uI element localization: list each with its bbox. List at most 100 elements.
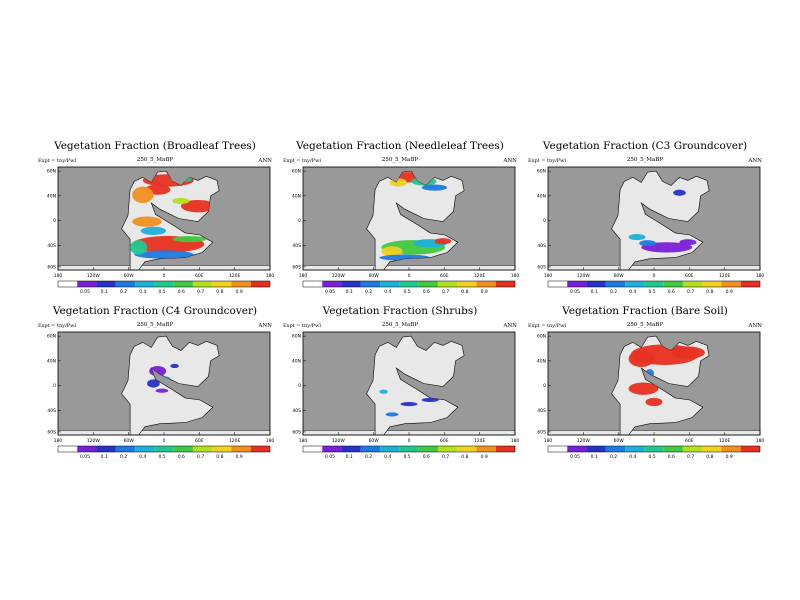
chart-subtitle: 250_5_MaBP bbox=[381, 156, 419, 163]
colorbar-label: 0.6 bbox=[668, 454, 675, 460]
colorbar-label: 0.05 bbox=[80, 454, 90, 460]
colorbar-swatch bbox=[625, 446, 645, 452]
colorbar-swatch bbox=[586, 446, 606, 452]
colorbar-swatch bbox=[231, 446, 251, 452]
colorbar-swatch bbox=[173, 446, 193, 452]
colorbar-swatch bbox=[58, 446, 78, 452]
colorbar-swatch bbox=[212, 446, 232, 452]
colorbar-label: 0.1 bbox=[346, 454, 353, 460]
data-patch bbox=[645, 397, 663, 407]
lat-tick-label: 40S bbox=[537, 408, 546, 414]
colorbar-swatch bbox=[567, 446, 587, 452]
colorbar-label: 0.9 bbox=[236, 289, 243, 295]
data-patch bbox=[673, 189, 686, 196]
lon-tick-label: 60E bbox=[195, 438, 204, 444]
colorbar-label: 0.5 bbox=[648, 454, 655, 460]
lon-tick-label: 60E bbox=[195, 273, 204, 279]
colorbar-label: 0.5 bbox=[403, 289, 410, 295]
chart-title: Vegetation Fraction (Broadleaf Trees) bbox=[54, 140, 256, 152]
colorbar-swatch bbox=[399, 281, 419, 287]
experiment-label: Expt = tny/Pwl bbox=[283, 323, 322, 329]
colorbar-swatch bbox=[192, 446, 213, 452]
colorbar-label: 0.5 bbox=[158, 454, 165, 460]
colorbar-label: 0.6 bbox=[423, 454, 430, 460]
colorbar-swatch bbox=[644, 281, 664, 287]
data-patch bbox=[628, 382, 659, 395]
lon-tick-label: 60W bbox=[124, 273, 135, 279]
lat-tick-label: 60N bbox=[47, 334, 56, 340]
lat-tick-label: 60N bbox=[537, 334, 546, 340]
colorbar-label: 0.9 bbox=[481, 289, 488, 295]
colorbar-label: 0.8 bbox=[706, 289, 713, 295]
data-patch bbox=[670, 346, 705, 359]
lat-tick-label: 40N bbox=[47, 193, 56, 199]
colorbar-label: 0.1 bbox=[346, 289, 353, 295]
colorbar-swatch bbox=[154, 281, 174, 287]
data-patch bbox=[149, 365, 167, 377]
data-field bbox=[628, 344, 705, 407]
lon-tick-label: 60W bbox=[124, 438, 135, 444]
colorbar-label: 0.2 bbox=[365, 289, 372, 295]
lat-tick-label: 40S bbox=[47, 408, 56, 414]
colorbar-label: 0.2 bbox=[365, 454, 372, 460]
lon-tick-label: 180 bbox=[266, 438, 275, 444]
colorbar-label: 0.2 bbox=[120, 454, 127, 460]
colorbar-swatch bbox=[495, 281, 515, 287]
colorbar-swatch bbox=[360, 281, 381, 287]
lon-tick-label: 120E bbox=[229, 273, 241, 279]
lon-tick-label: 0 bbox=[653, 273, 656, 279]
colorbar-label: 0.6 bbox=[178, 454, 185, 460]
lat-tick-label: 60S bbox=[47, 429, 56, 435]
lon-tick-label: 120W bbox=[577, 438, 591, 444]
data-patch bbox=[379, 389, 388, 394]
lon-tick-label: 0 bbox=[163, 273, 166, 279]
experiment-label: Expt = tny/Pwl bbox=[38, 158, 77, 164]
continent-land bbox=[366, 335, 465, 436]
colorbar-swatch bbox=[682, 446, 703, 452]
colorbar-swatch bbox=[605, 446, 626, 452]
lon-tick-label: 0 bbox=[408, 273, 411, 279]
data-patch bbox=[628, 350, 654, 368]
lon-tick-label: 0 bbox=[408, 438, 411, 444]
colorbar-label: 0.6 bbox=[668, 289, 675, 295]
lat-tick-label: 40S bbox=[537, 243, 546, 249]
data-patch bbox=[421, 397, 439, 403]
data-patch bbox=[180, 199, 215, 213]
data-patch bbox=[130, 240, 148, 255]
lat-tick-label: 40N bbox=[292, 193, 301, 199]
chart-title: Vegetation Fraction (C4 Groundcover) bbox=[52, 305, 258, 317]
lon-tick-label: 180 bbox=[544, 273, 553, 279]
colorbar-label: 0.5 bbox=[158, 289, 165, 295]
lat-tick-label: 60N bbox=[47, 169, 56, 175]
lon-tick-label: 120E bbox=[719, 273, 731, 279]
colorbar-label: 0.7 bbox=[197, 289, 204, 295]
data-patch bbox=[385, 412, 399, 417]
colorbar-swatch bbox=[740, 281, 760, 287]
chart-subtitle: 250_5_MaBP bbox=[381, 321, 419, 328]
chart-title: Vegetation Fraction (Bare Soil) bbox=[562, 305, 728, 317]
data-field bbox=[379, 340, 439, 417]
colorbar-swatch bbox=[721, 281, 741, 287]
colorbar-frame bbox=[302, 280, 516, 288]
colorbar-swatch bbox=[380, 446, 400, 452]
colorbar-label: 0.9 bbox=[726, 454, 733, 460]
colorbar-label: 0.8 bbox=[461, 289, 468, 295]
colorbar-swatch bbox=[457, 446, 477, 452]
lat-tick-label: 60N bbox=[537, 169, 546, 175]
colorbar-label: 0.05 bbox=[80, 289, 90, 295]
colorbar-swatch bbox=[115, 446, 136, 452]
lon-tick-label: 180 bbox=[511, 438, 520, 444]
colorbar-swatch bbox=[96, 446, 116, 452]
lon-tick-label: 120E bbox=[719, 438, 731, 444]
colorbar-swatch bbox=[702, 281, 722, 287]
colorbar-swatch bbox=[135, 281, 155, 287]
colorbar-swatch bbox=[476, 446, 496, 452]
colorbar-swatch bbox=[418, 281, 438, 287]
colorbar-label: 0.05 bbox=[570, 289, 580, 295]
data-patch bbox=[140, 226, 167, 235]
lon-tick-label: 120E bbox=[474, 273, 486, 279]
lat-tick-label: 0 bbox=[298, 383, 301, 389]
colorbar-label: 0.8 bbox=[461, 454, 468, 460]
chart-panel-needleleaf: Vegetation Fraction (Needleleaf Trees) E… bbox=[275, 140, 525, 315]
colorbar-label: 0.9 bbox=[236, 454, 243, 460]
